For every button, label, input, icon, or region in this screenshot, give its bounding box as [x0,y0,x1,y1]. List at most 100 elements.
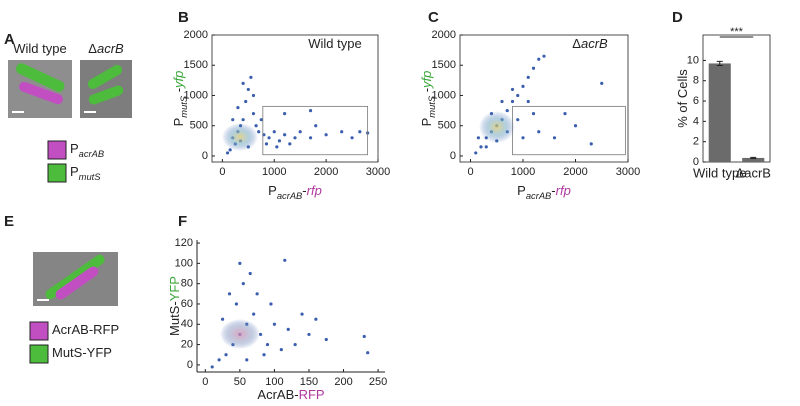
point [500,99,504,104]
x-tick-label: 200 [334,376,352,388]
point [531,112,536,116]
y-tick-label: 40 [181,318,193,330]
point [241,81,245,85]
point [269,302,273,306]
category-label: Wild type [693,165,746,180]
plot-frame [702,34,771,163]
density [222,123,258,151]
text-part: Wild type [308,36,361,51]
point [244,99,248,104]
point [516,118,520,122]
point [257,130,261,134]
point [267,136,271,140]
x-tick-label: 0 [467,166,473,178]
point [526,99,530,104]
text-part: P [419,118,434,127]
text-part: mutS [179,95,189,118]
point [516,93,520,98]
point [283,112,287,116]
point [484,145,488,149]
y-tick-label: 0 [450,150,456,162]
y-tick-label: 0 [693,156,699,168]
y-axis-label: PmutS -yfp [419,71,437,127]
gate [262,105,369,156]
y-tick-label: 2 [693,136,699,148]
panel-label: B [178,9,189,26]
point [251,93,256,98]
point [314,124,318,128]
point [324,337,328,342]
point [510,99,515,104]
text-part: Δ [572,36,581,51]
significance-label: *** [730,26,744,38]
text-part: - [171,88,186,96]
point [298,130,302,134]
legend-label: MutS-YFP [52,345,112,360]
point [265,342,270,347]
point [224,353,228,357]
point [563,112,567,116]
point [241,282,245,286]
point [264,142,269,146]
point [236,105,240,110]
point [314,317,318,321]
point [521,136,525,140]
point [275,145,279,149]
y-tick-label: 6 [693,95,699,107]
point [476,136,480,140]
panel-label: F [178,213,187,230]
x-axis-label: PacrAB-rfp [268,183,322,201]
point [279,348,283,352]
gate [512,105,626,156]
text-part: rfp [307,183,322,198]
point [227,292,232,296]
y-tick-label: 1500 [184,59,208,71]
x-axis-label: PacrAB-rfp [517,183,571,201]
point [228,148,232,152]
cell [87,65,123,89]
point [589,142,593,146]
point [537,130,541,134]
x-axis-label: AcrAB-RFP [257,387,324,402]
text-part: Wild type [13,41,66,56]
y-tick-label: 1500 [432,59,456,71]
point [340,130,344,134]
cell [88,85,124,105]
cell [19,81,63,105]
legend-label: AcrAB-RFP [52,322,119,337]
point [286,327,290,331]
point [254,124,258,128]
text-part: yfp [419,71,434,89]
cell [45,254,105,300]
y-tick-label: 0 [202,150,208,162]
point [255,292,259,296]
text-part: % of Cells [675,69,690,128]
text-part: MutS-YFP [52,345,112,360]
point [251,112,256,116]
point [231,118,235,122]
legend-swatch [29,344,49,364]
point [234,302,238,306]
point [350,136,354,140]
y-tick-label: 2000 [432,29,456,41]
bar [742,157,765,162]
x-tick-label: 1000 [511,166,535,178]
point [308,108,313,113]
x-tick-label: 1000 [262,166,286,178]
text-part: mutS [79,172,102,182]
image-caption: ΔacrB [88,41,124,56]
panel-label: A [4,31,15,48]
text-part: acrAB [79,149,104,159]
point [272,322,277,326]
point [358,130,362,134]
error-bar [750,156,757,159]
point [537,57,541,61]
point [600,81,604,85]
text-part: yfp [171,71,186,89]
text-part: acrB [97,41,124,56]
text-part: P [517,183,526,198]
x-tick-label: 3000 [616,166,640,178]
point [220,317,225,321]
annotation: Wild type [308,36,361,51]
